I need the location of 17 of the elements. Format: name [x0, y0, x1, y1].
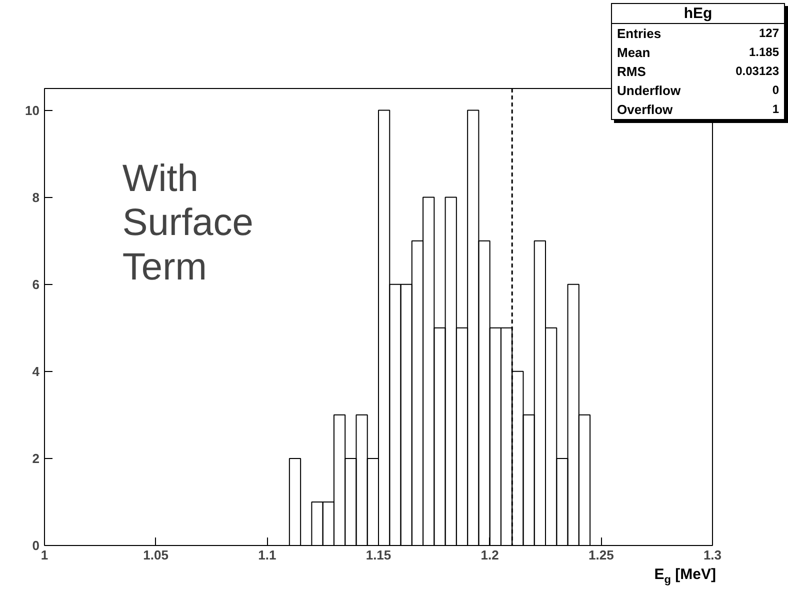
x-tick-label: 1.2 — [480, 548, 499, 562]
chart-title: hEg — [612, 4, 784, 24]
x-tick-label: 1 — [40, 548, 48, 562]
x-axis-title: E$_{g}$ [MeV] — [654, 566, 716, 586]
x-tick-label: 1.15 — [366, 548, 392, 562]
stats-box: hEg Entries 127 Mean 1.185 RMS 0.03123 Underflow 0 Overflow 1 — [611, 3, 785, 120]
y-tick-label: 2 — [32, 450, 40, 466]
x-tick-label: 1.05 — [143, 548, 168, 562]
y-tick-label: 0 — [32, 538, 40, 553]
x-tick-label: 1.25 — [588, 548, 614, 562]
y-tick-label: 4 — [32, 364, 40, 379]
x-tick-label: 1.3 — [703, 548, 722, 562]
annotation: With Surface Term — [122, 158, 254, 288]
y-tick-label: 6 — [32, 276, 40, 292]
y-tick-label: 10 — [25, 102, 40, 118]
y-tick-label: 8 — [32, 190, 40, 205]
x-tick-label: 1.1 — [258, 548, 276, 562]
